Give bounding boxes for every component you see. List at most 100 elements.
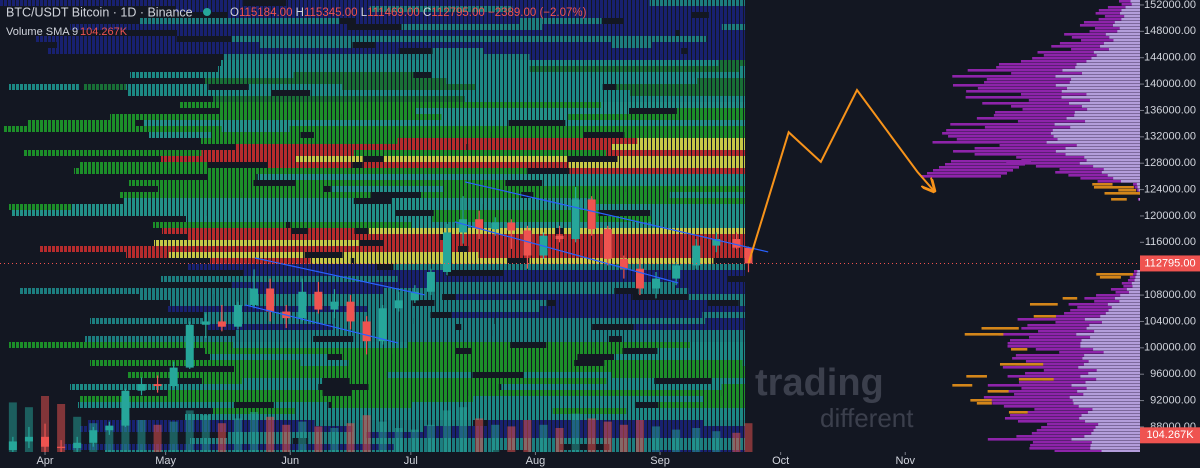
profile-bar-light xyxy=(1084,318,1140,321)
candle-body xyxy=(619,258,628,269)
x-tick-label: Jun xyxy=(281,455,299,467)
profile-bar-light xyxy=(1057,138,1140,141)
candle-body xyxy=(346,301,355,322)
candle-body xyxy=(442,232,451,272)
profile-bar-light xyxy=(1119,27,1140,30)
profile-bar-light xyxy=(1128,291,1140,294)
profile-bar-light xyxy=(1071,78,1140,81)
candle-body xyxy=(635,268,644,289)
watermark: trading xyxy=(755,362,884,404)
profile-bar xyxy=(1059,351,1140,354)
y-tick-label: 140000.00 xyxy=(1144,78,1196,90)
profile-bar-light xyxy=(1074,111,1140,114)
x-tick-label: Apr xyxy=(36,455,53,467)
profile-bar-accent xyxy=(1096,273,1134,276)
profile-bar xyxy=(1129,276,1140,279)
volume-bar xyxy=(712,431,721,452)
profile-bar xyxy=(986,78,1140,81)
volume-bar xyxy=(426,424,435,452)
candle-body xyxy=(394,300,403,309)
candle-body xyxy=(523,230,532,256)
profile-bar-accent xyxy=(976,402,992,405)
profile-bar-light xyxy=(1091,432,1140,435)
profile-bar-light xyxy=(1055,84,1140,87)
heatmap xyxy=(0,0,745,452)
profile-bar xyxy=(948,135,1140,138)
profile-bar-light xyxy=(1103,42,1140,45)
volume-bar xyxy=(330,428,339,452)
profile-bar xyxy=(952,84,1140,87)
profile-bar xyxy=(1089,30,1140,33)
volume-bar xyxy=(507,426,516,452)
profile-bar-light xyxy=(1082,72,1140,75)
candle-body xyxy=(250,288,259,305)
profile-bar-light xyxy=(1073,402,1140,405)
profile-bar-accent xyxy=(1093,186,1134,189)
profile-bar xyxy=(1047,423,1140,426)
profile-bar xyxy=(1051,45,1140,48)
profile-bar-light xyxy=(1083,393,1140,396)
profile-bar-light xyxy=(1120,12,1140,15)
profile-bar-light xyxy=(1069,81,1140,84)
profile-bar xyxy=(1016,435,1140,438)
legend-key: C xyxy=(423,7,431,19)
volume-bar xyxy=(539,424,548,452)
volume-sma-box xyxy=(1140,427,1200,444)
profile-bar-light xyxy=(1081,105,1140,108)
profile-bar-light xyxy=(1139,198,1140,201)
volume-bar xyxy=(635,420,644,452)
profile-bar-accent xyxy=(1118,189,1137,192)
profile-bar xyxy=(1055,171,1140,174)
candle-body xyxy=(314,291,323,310)
profile-bar-light xyxy=(1094,330,1140,333)
profile-bar-light xyxy=(1126,288,1140,291)
volume-bar xyxy=(652,426,661,452)
volume-bar xyxy=(459,407,468,452)
profile-bar-light xyxy=(1095,426,1140,429)
profile-bar xyxy=(1027,324,1140,327)
volume-bar xyxy=(346,423,355,452)
candle-body xyxy=(410,291,419,301)
volume-bar xyxy=(217,423,226,452)
profile-bar xyxy=(1021,327,1140,330)
y-tick-label: 92000.00 xyxy=(1150,394,1196,406)
profile-bar-light xyxy=(1120,180,1140,183)
profile-bar-light xyxy=(1086,387,1140,390)
profile-bar-light xyxy=(1089,324,1140,327)
status-dot xyxy=(203,8,211,16)
volume-sma-value: 104.267K xyxy=(80,26,128,38)
profile-bar xyxy=(974,147,1140,150)
candle-body xyxy=(507,222,516,231)
profile-bar-light xyxy=(1085,420,1140,423)
profile-bar-light xyxy=(1107,174,1140,177)
profile-bar-light xyxy=(1111,306,1140,309)
candle-body xyxy=(692,245,701,266)
profile-bar xyxy=(1127,279,1140,282)
candle-body xyxy=(266,288,275,312)
profile-bar xyxy=(945,163,1025,166)
y-tick-label: 132000.00 xyxy=(1144,131,1196,143)
profile-bar xyxy=(950,123,1140,126)
y-tick-label: 120000.00 xyxy=(1144,210,1196,222)
profile-bar-light xyxy=(1088,360,1140,363)
profile-bar-light xyxy=(1136,183,1140,186)
profile-bar xyxy=(1134,186,1140,189)
volume-bar xyxy=(692,428,701,452)
profile-bar xyxy=(1016,156,1140,159)
profile-bar-light xyxy=(1093,429,1140,432)
profile-bar xyxy=(1123,285,1140,288)
profile-bar xyxy=(1107,6,1140,9)
trendline xyxy=(245,304,399,344)
candle-body xyxy=(491,222,500,230)
profile-bar-light xyxy=(1066,117,1140,120)
profile-bar xyxy=(1064,33,1140,36)
profile-bar xyxy=(1115,291,1140,294)
profile-bar-light xyxy=(1081,339,1140,342)
profile-bar-light xyxy=(1065,153,1140,156)
profile-bar xyxy=(1121,282,1140,285)
profile-bar xyxy=(1121,3,1140,6)
profile-bar-accent xyxy=(1029,303,1058,306)
profile-bar xyxy=(1080,177,1140,180)
volume-bar xyxy=(105,426,114,452)
